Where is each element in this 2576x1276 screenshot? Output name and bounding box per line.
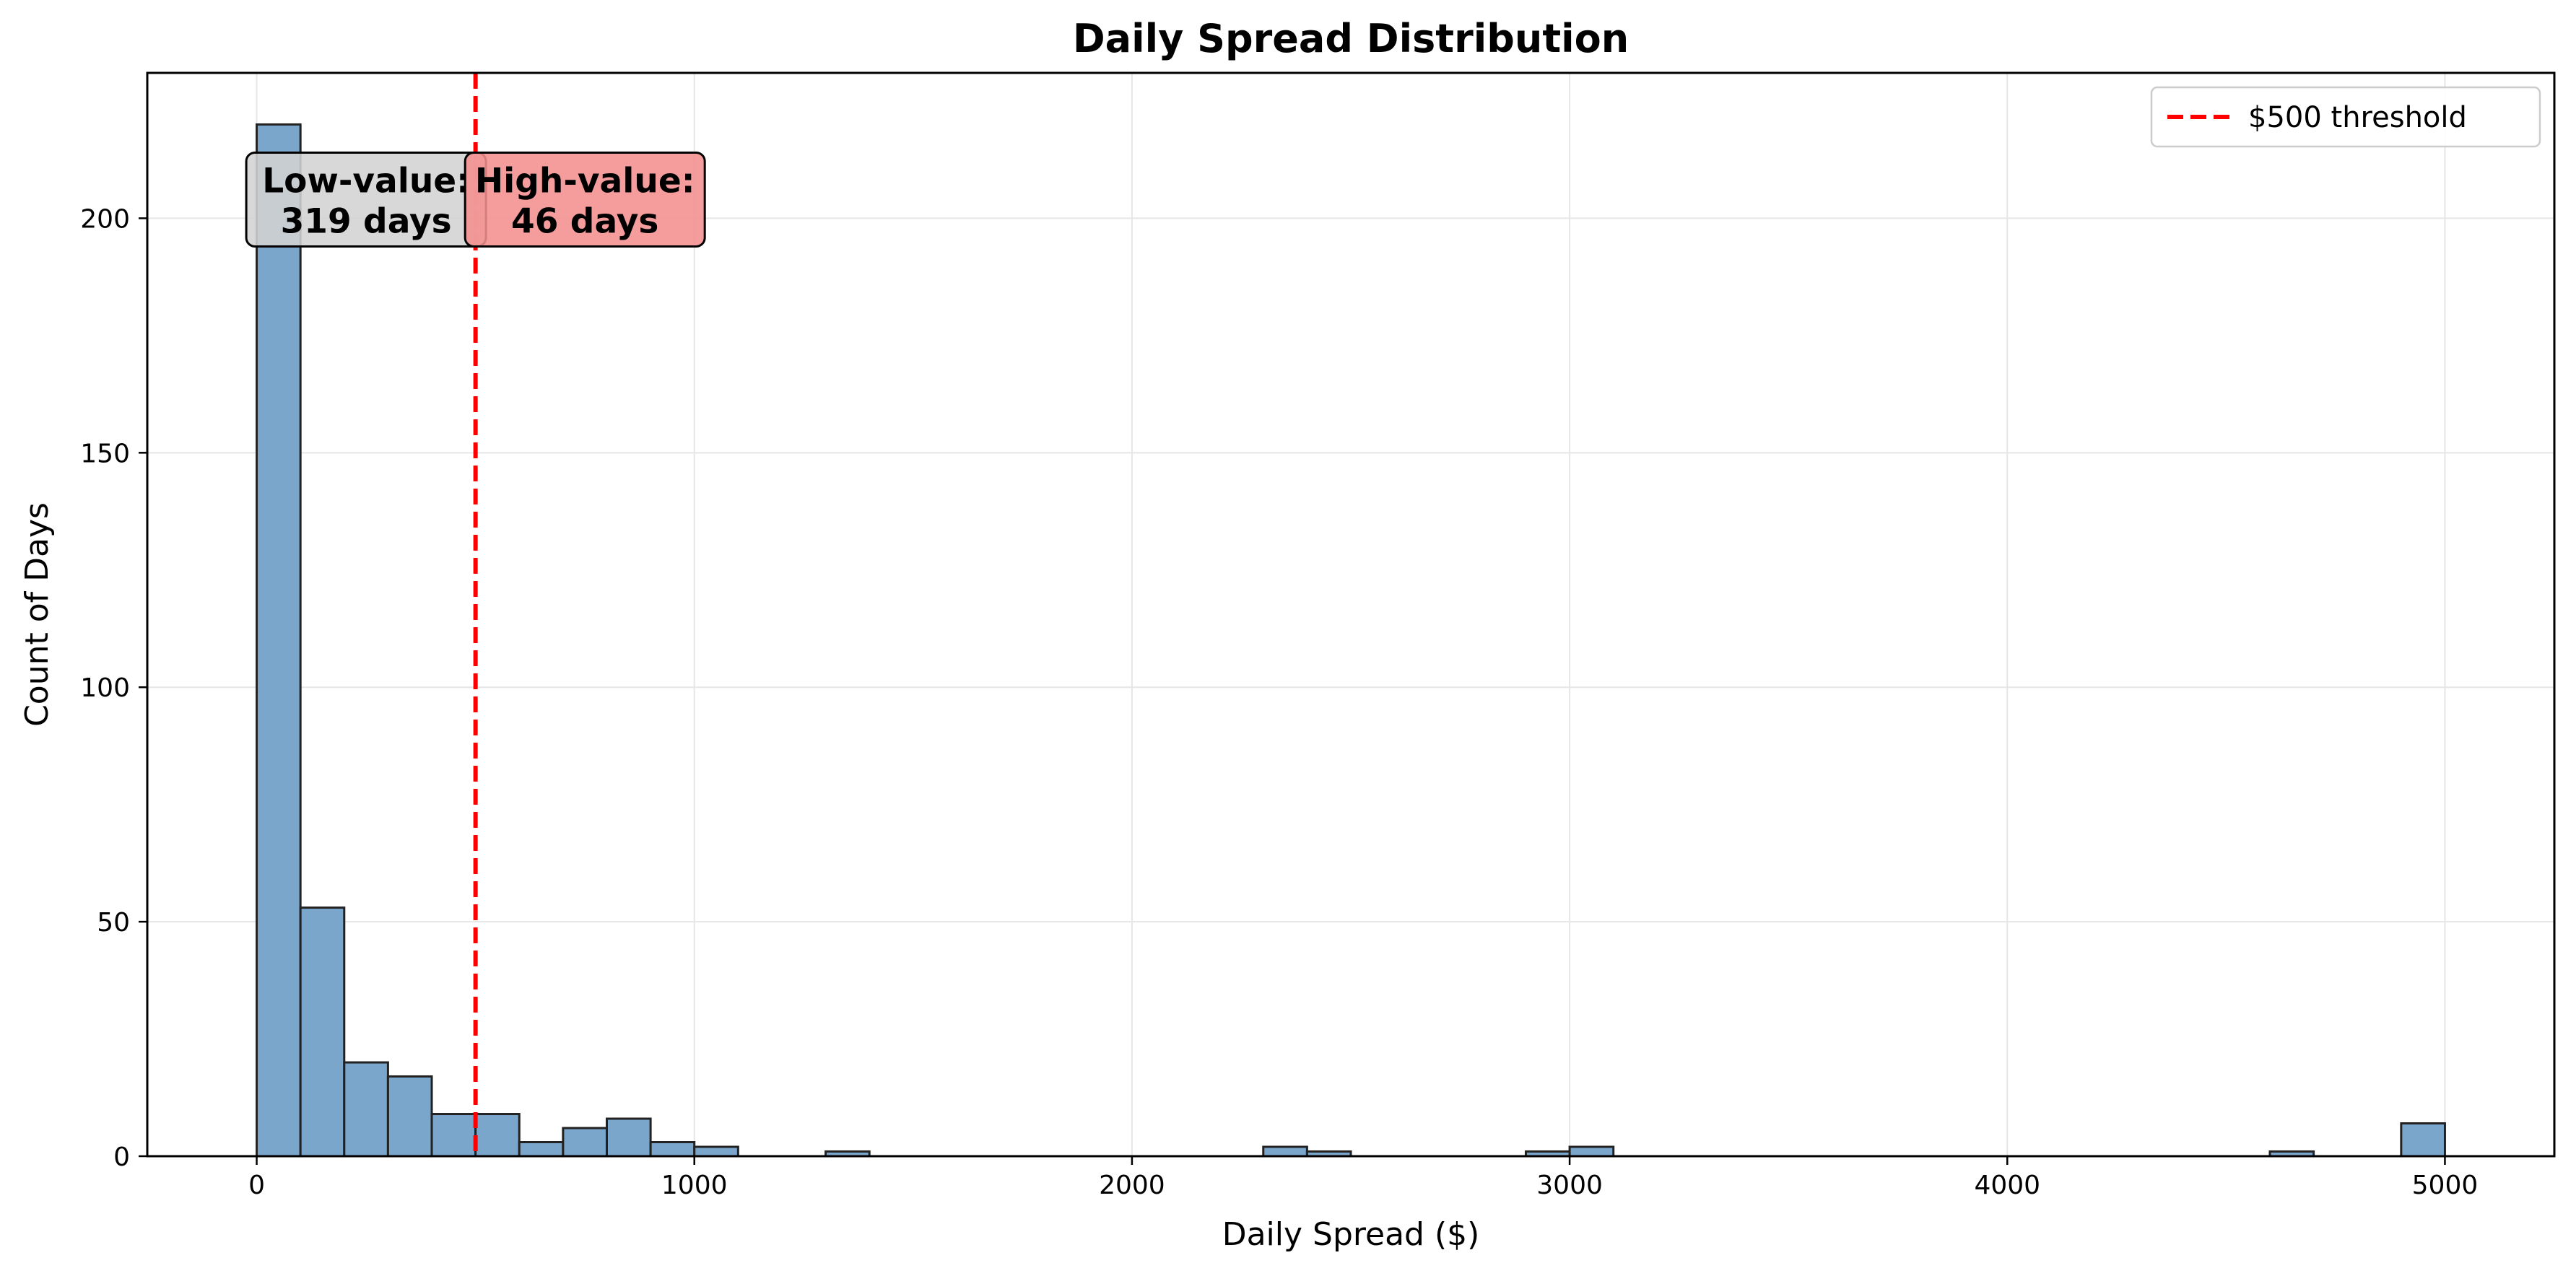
- annotation-text: 319 days: [281, 201, 452, 241]
- histogram-bar: [1570, 1147, 1614, 1156]
- histogram-bar: [2401, 1124, 2445, 1156]
- annotation-text: Low-value:: [262, 161, 470, 201]
- x-tick-label: 4000: [1974, 1171, 2040, 1200]
- legend-label: $500 threshold: [2248, 101, 2467, 134]
- histogram-bar: [519, 1142, 563, 1156]
- histogram-bars: [257, 124, 2445, 1156]
- annotation-text: 46 days: [511, 201, 658, 241]
- histogram-bar: [300, 908, 344, 1156]
- annotation-box: High-value:46 days: [465, 152, 705, 246]
- histogram-bar: [1263, 1147, 1307, 1156]
- histogram-bar: [563, 1128, 607, 1156]
- histogram-bar: [344, 1062, 388, 1156]
- x-tick-label: 0: [248, 1171, 265, 1200]
- annotation-box: Low-value:319 days: [246, 152, 486, 246]
- annotation-text: High-value:: [475, 161, 695, 201]
- y-tick-label: 100: [80, 673, 130, 703]
- axis-ticks: 0 1000 2000 3000 4000 5000 0 50 100 150 200: [80, 204, 2478, 1200]
- histogram-bar: [606, 1119, 650, 1156]
- chart-title: Daily Spread Distribution: [1073, 16, 1629, 61]
- histogram-bar: [257, 124, 301, 1156]
- histogram-bar: [650, 1142, 695, 1156]
- x-tick-label: 3000: [1536, 1171, 1603, 1200]
- x-tick-label: 2000: [1099, 1171, 1165, 1200]
- y-tick-label: 150: [80, 439, 130, 468]
- y-axis-label: Count of Days: [19, 502, 56, 727]
- x-tick-label: 5000: [2412, 1171, 2479, 1200]
- y-tick-label: 50: [97, 908, 130, 938]
- histogram-bar: [476, 1114, 520, 1156]
- x-axis-label: Daily Spread ($): [1222, 1216, 1480, 1253]
- histogram-bar: [388, 1077, 432, 1156]
- histogram-bar: [432, 1114, 476, 1156]
- y-tick-label: 0: [113, 1142, 130, 1172]
- x-tick-label: 1000: [661, 1171, 728, 1200]
- legend: $500 threshold: [2151, 87, 2540, 147]
- histogram-bar: [695, 1147, 739, 1156]
- y-tick-label: 200: [80, 204, 130, 234]
